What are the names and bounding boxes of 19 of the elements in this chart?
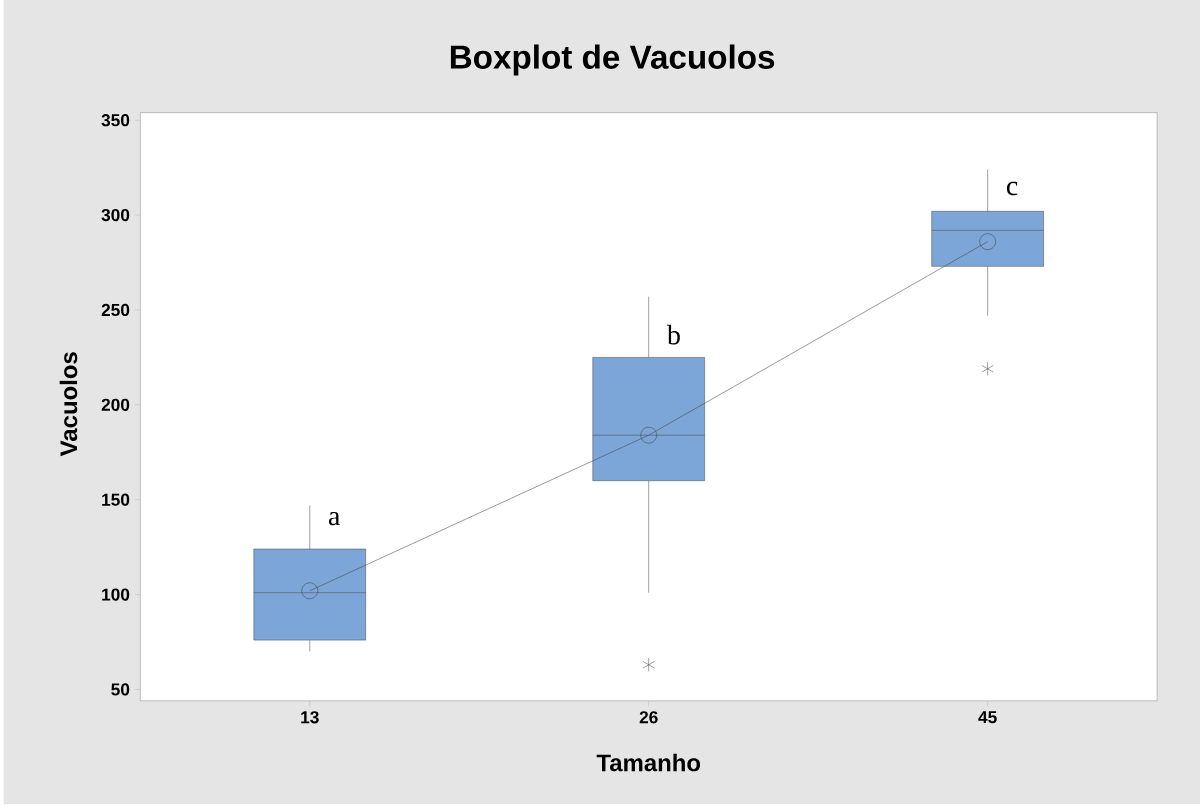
- y-tick-label: 300: [101, 209, 130, 222]
- point: [301, 582, 318, 600]
- point: [640, 427, 657, 444]
- y-tick-label: 200: [101, 398, 130, 412]
- point: [979, 233, 996, 251]
- y-tick-label: 100: [102, 588, 130, 601]
- annotation: c: [1006, 182, 1018, 196]
- y-axis-title: Vacuolos: [59, 352, 78, 457]
- annotation: a: [328, 512, 341, 526]
- y-tick-label: 350: [101, 114, 130, 127]
- annotation: b: [666, 325, 680, 345]
- chart-title: Boxplot de Vacuolos: [450, 44, 775, 76]
- y-tick-label: 50: [111, 683, 130, 696]
- y-tick-label: 250: [101, 304, 130, 317]
- x-axis-title: Tamanho: [596, 754, 701, 772]
- x-tick-label: 26: [639, 711, 658, 724]
- x-tick-label: 45: [978, 711, 997, 724]
- y-tick-label: 150: [102, 493, 130, 507]
- x-tick-label: 13: [301, 711, 319, 724]
